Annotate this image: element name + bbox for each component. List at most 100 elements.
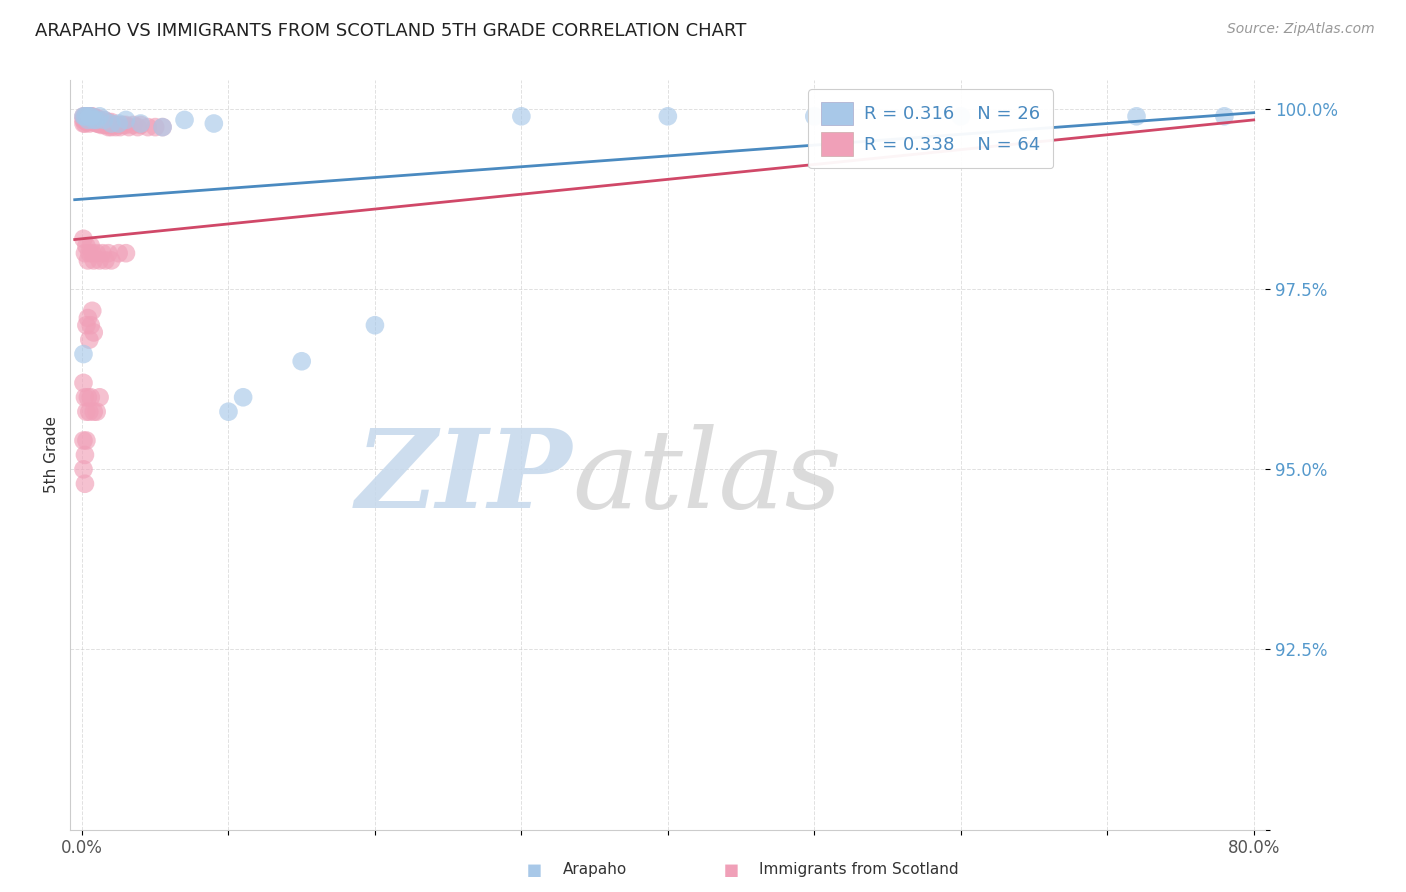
- Point: [107, 116, 129, 130]
- Point: [90, 118, 112, 132]
- Point: [89, 253, 111, 268]
- Point: [79, 112, 101, 127]
- Point: [73, 476, 96, 491]
- Point: [100, 116, 122, 130]
- Point: [104, 120, 127, 134]
- Point: [84, 115, 107, 129]
- Point: [107, 246, 129, 260]
- Point: [80, 318, 103, 333]
- Point: [76, 112, 98, 127]
- Legend: R = 0.316    N = 26, R = 0.338    N = 64: R = 0.316 N = 26, R = 0.338 N = 64: [808, 89, 1053, 169]
- Point: [103, 118, 125, 132]
- Point: [122, 118, 145, 132]
- Point: [232, 390, 254, 404]
- Point: [100, 120, 122, 134]
- Point: [79, 405, 101, 419]
- Point: [98, 118, 121, 132]
- Point: [80, 390, 103, 404]
- Point: [86, 111, 108, 125]
- Point: [75, 111, 97, 125]
- Point: [1125, 109, 1147, 123]
- Point: [86, 112, 108, 127]
- Point: [80, 109, 103, 123]
- Point: [72, 376, 94, 390]
- Point: [87, 112, 110, 127]
- Point: [83, 112, 105, 127]
- Point: [152, 120, 174, 134]
- Point: [80, 239, 103, 253]
- Point: [72, 109, 94, 123]
- Point: [107, 118, 129, 132]
- Point: [108, 120, 131, 134]
- Point: [83, 326, 105, 340]
- Point: [97, 115, 120, 129]
- Point: [93, 118, 115, 132]
- Point: [91, 116, 114, 130]
- Point: [129, 116, 152, 130]
- Point: [86, 405, 108, 419]
- Point: [72, 232, 94, 246]
- Point: [79, 246, 101, 260]
- Point: [94, 116, 117, 130]
- Point: [76, 111, 98, 125]
- Point: [75, 239, 97, 253]
- Point: [89, 109, 111, 123]
- Point: [93, 112, 115, 127]
- Point: [75, 112, 97, 127]
- Text: atlas: atlas: [572, 424, 842, 531]
- Point: [73, 109, 96, 123]
- Point: [96, 118, 118, 132]
- Point: [218, 405, 240, 419]
- Point: [73, 112, 96, 127]
- Point: [76, 390, 98, 404]
- Point: [76, 253, 98, 268]
- Point: [79, 111, 101, 125]
- Text: ▪: ▪: [526, 858, 543, 881]
- Point: [79, 116, 101, 130]
- Point: [202, 116, 225, 130]
- Point: [100, 115, 122, 129]
- Point: [90, 115, 112, 129]
- Point: [94, 253, 117, 268]
- Point: [83, 111, 105, 125]
- Point: [79, 109, 101, 123]
- Point: [79, 109, 101, 123]
- Point: [100, 253, 122, 268]
- Point: [89, 112, 111, 127]
- Point: [76, 311, 98, 326]
- Text: ▪: ▪: [723, 858, 740, 881]
- Point: [1213, 109, 1236, 123]
- Point: [112, 118, 135, 132]
- Text: Immigrants from Scotland: Immigrants from Scotland: [759, 863, 959, 877]
- Point: [75, 405, 97, 419]
- Point: [79, 333, 101, 347]
- Point: [97, 246, 120, 260]
- Point: [115, 246, 138, 260]
- Point: [76, 109, 98, 123]
- Point: [89, 390, 111, 404]
- Point: [72, 116, 94, 130]
- Point: [80, 109, 103, 123]
- Point: [75, 318, 97, 333]
- Point: [143, 120, 166, 134]
- Point: [82, 109, 104, 123]
- Text: ARAPAHO VS IMMIGRANTS FROM SCOTLAND 5TH GRADE CORRELATION CHART: ARAPAHO VS IMMIGRANTS FROM SCOTLAND 5TH …: [35, 22, 747, 40]
- Point: [72, 112, 94, 127]
- Point: [152, 120, 174, 134]
- Point: [87, 116, 110, 130]
- Point: [86, 112, 108, 127]
- Point: [75, 109, 97, 123]
- Point: [136, 120, 159, 134]
- Point: [83, 253, 105, 268]
- Point: [83, 115, 105, 129]
- Point: [173, 112, 195, 127]
- Point: [84, 111, 107, 125]
- Point: [364, 318, 387, 333]
- Point: [72, 109, 94, 123]
- Point: [115, 112, 138, 127]
- Point: [76, 115, 98, 129]
- Point: [75, 115, 97, 129]
- Point: [75, 434, 97, 448]
- Point: [75, 109, 97, 123]
- Point: [86, 116, 108, 130]
